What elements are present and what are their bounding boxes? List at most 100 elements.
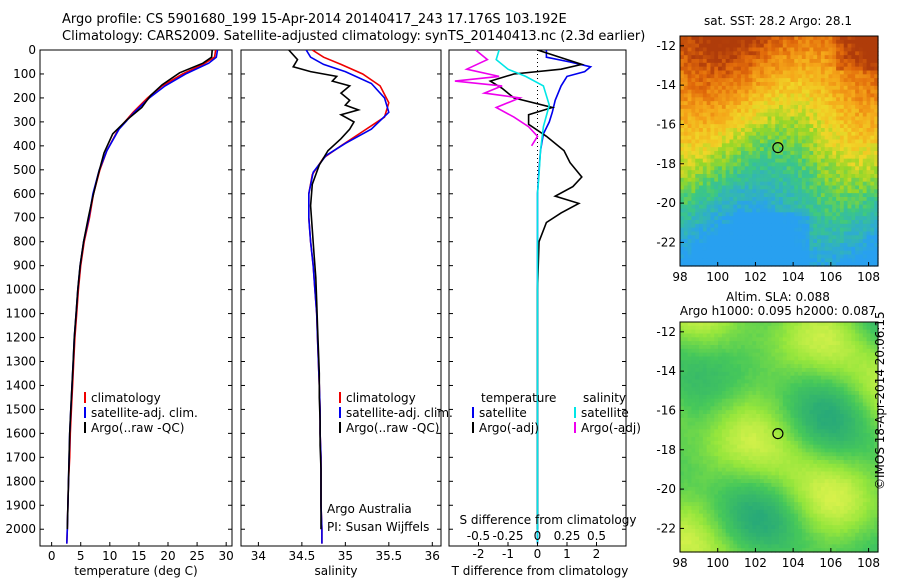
map-cell: [817, 406, 822, 411]
map-cell: [763, 200, 769, 206]
map-cell: [798, 337, 803, 342]
map-cell: [699, 143, 704, 148]
map-cell: [725, 364, 731, 369]
map-cell: [786, 74, 792, 79]
map-cell: [858, 379, 864, 384]
map-cell: [828, 193, 833, 198]
map-cell: [794, 74, 799, 79]
legend-label: satellite: [581, 406, 629, 420]
map-cell: [820, 352, 826, 358]
map-cell: [721, 216, 727, 221]
map-cell: [790, 139, 795, 144]
map-cell: [801, 55, 807, 60]
map-cell: [771, 262, 776, 267]
map-cell: [836, 429, 841, 434]
map-cell: [683, 360, 689, 365]
map-cell: [824, 414, 830, 419]
map-cell: [763, 220, 769, 225]
map-cell: [794, 352, 799, 358]
map-cell: [748, 151, 753, 156]
map-cell: [725, 108, 731, 114]
map-cell: [786, 421, 792, 427]
map-cell: [763, 147, 769, 152]
map-cell: [874, 254, 879, 259]
map-cell: [699, 243, 704, 248]
map-cell: [801, 325, 807, 331]
map-cell: [687, 333, 693, 338]
map-cell: [767, 360, 772, 365]
map-cell: [771, 89, 776, 95]
map-cell: [752, 383, 757, 388]
map-cell: [779, 223, 784, 229]
map-cell: [714, 170, 719, 175]
map-cell: [759, 235, 765, 240]
map-cell: [680, 368, 685, 373]
map-cell: [718, 139, 723, 144]
map-cell: [870, 360, 875, 365]
map-cell: [680, 410, 685, 415]
map-cell: [817, 143, 822, 148]
map-cell: [858, 223, 864, 229]
map-cell: [843, 143, 849, 148]
map-cell: [752, 78, 757, 83]
map-cell: [817, 154, 822, 160]
map-cell: [794, 325, 799, 331]
map-cell: [858, 131, 864, 137]
map-cell: [786, 333, 792, 338]
map-cell: [798, 185, 803, 190]
map-cell: [813, 243, 818, 248]
map-cell: [851, 239, 856, 244]
map-cell: [767, 325, 772, 331]
map-cell: [786, 66, 792, 72]
map-cell: [733, 170, 738, 175]
map-cell: [858, 410, 864, 415]
map-cell: [862, 417, 868, 423]
map-cell: [824, 360, 830, 365]
map-cell: [744, 85, 750, 91]
map-cell: [836, 139, 841, 144]
map-cell: [790, 62, 795, 68]
map-cell: [862, 112, 868, 118]
map-cell: [855, 371, 860, 377]
map-cell: [687, 154, 693, 160]
map-cell: [828, 93, 833, 98]
map-cell: [817, 108, 822, 114]
map-cell: [737, 89, 742, 95]
map-cell: [874, 105, 879, 110]
map-cell: [775, 322, 780, 327]
map-cell: [870, 402, 875, 407]
map-cell: [699, 158, 704, 164]
map-cell: [718, 368, 723, 373]
map-cell: [737, 70, 742, 75]
map-cell: [786, 120, 792, 125]
map-cell: [832, 433, 837, 438]
map-cell: [756, 246, 761, 252]
map-cell: [752, 406, 757, 411]
map-cell: [687, 89, 693, 95]
map-cell: [763, 59, 769, 64]
map-cell: [843, 235, 849, 240]
map-cell: [866, 375, 871, 381]
map-cell: [710, 108, 715, 114]
map-cell: [699, 154, 704, 160]
map-cell: [721, 78, 727, 83]
map-cell: [862, 166, 868, 171]
map-cell: [813, 120, 818, 125]
map-cell: [767, 55, 772, 60]
map-cell: [824, 208, 830, 213]
map-cell: [790, 223, 795, 229]
map-cell: [691, 322, 696, 327]
map-cell: [798, 364, 803, 369]
map-cell: [820, 51, 826, 56]
map-cell: [771, 337, 776, 342]
map-cell: [733, 394, 738, 400]
map-cell: [847, 258, 852, 263]
map-cell: [824, 239, 830, 244]
map-cell: [767, 322, 772, 327]
map-cell: [855, 62, 860, 68]
map-cell: [817, 89, 822, 95]
map-cell: [699, 383, 704, 388]
map-cell: [680, 36, 685, 41]
map-cell: [851, 383, 856, 388]
sla-map-title-line1: Altim. SLA: 0.088: [726, 290, 830, 304]
